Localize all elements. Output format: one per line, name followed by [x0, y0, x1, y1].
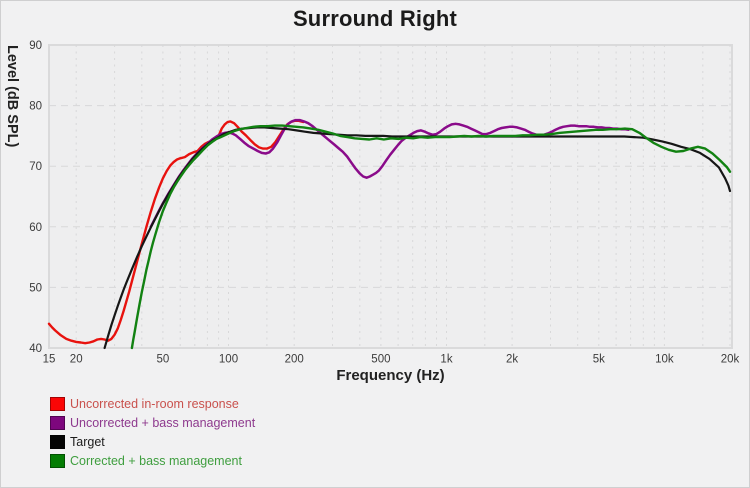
series-trace-0 [47, 119, 305, 345]
chart-title: Surround Right [292, 6, 458, 31]
legend-label: Target [70, 435, 105, 449]
x-tick-label: 10k [655, 354, 674, 366]
y-tick-label: 80 [29, 101, 42, 113]
x-tick-label: 1k [440, 354, 452, 366]
y-tick-label: 40 [29, 343, 42, 355]
legend-item-corrected-bass-management: Corrected + bass management [50, 454, 255, 468]
y-tick-label: 90 [29, 40, 42, 52]
legend-label: Uncorrected + bass management [70, 416, 256, 430]
y-axis-label: Level (dB SPL) [4, 45, 20, 148]
x-tick-label: 200 [285, 354, 304, 366]
series-trace-3 [130, 124, 732, 350]
legend-swatch-icon [50, 397, 65, 411]
x-tick-label: 20 [70, 354, 83, 366]
plot-area [48, 44, 733, 349]
x-tick-label: 500 [371, 354, 390, 366]
y-tick-label: 70 [29, 161, 42, 173]
chart-legend: Uncorrected in-room response Uncorrected… [50, 397, 255, 473]
x-tick-label: 100 [219, 354, 238, 366]
x-tick-label: 50 [157, 354, 170, 366]
x-axis-label: Frequency (Hz) [336, 367, 445, 384]
x-tick-label: 2k [506, 354, 518, 366]
x-tick-label: 5k [593, 354, 605, 366]
legend-swatch-icon [50, 416, 65, 430]
legend-item-uncorrected-bass-management: Uncorrected + bass management [50, 416, 255, 430]
legend-swatch-icon [50, 435, 65, 449]
series-trace-1 [149, 118, 630, 229]
y-tick-label: 60 [29, 222, 42, 234]
legend-item-target: Target [50, 435, 255, 449]
y-tick-label: 50 [29, 282, 42, 294]
legend-swatch-icon [50, 454, 65, 468]
x-tick-label: 15 [43, 354, 56, 366]
series-trace-2 [103, 126, 732, 350]
legend-label: Uncorrected in-room response [70, 397, 239, 411]
x-tick-label: 20k [721, 354, 740, 366]
legend-label: Corrected + bass management [70, 454, 242, 468]
legend-item-uncorrected-in-room: Uncorrected in-room response [50, 397, 255, 411]
